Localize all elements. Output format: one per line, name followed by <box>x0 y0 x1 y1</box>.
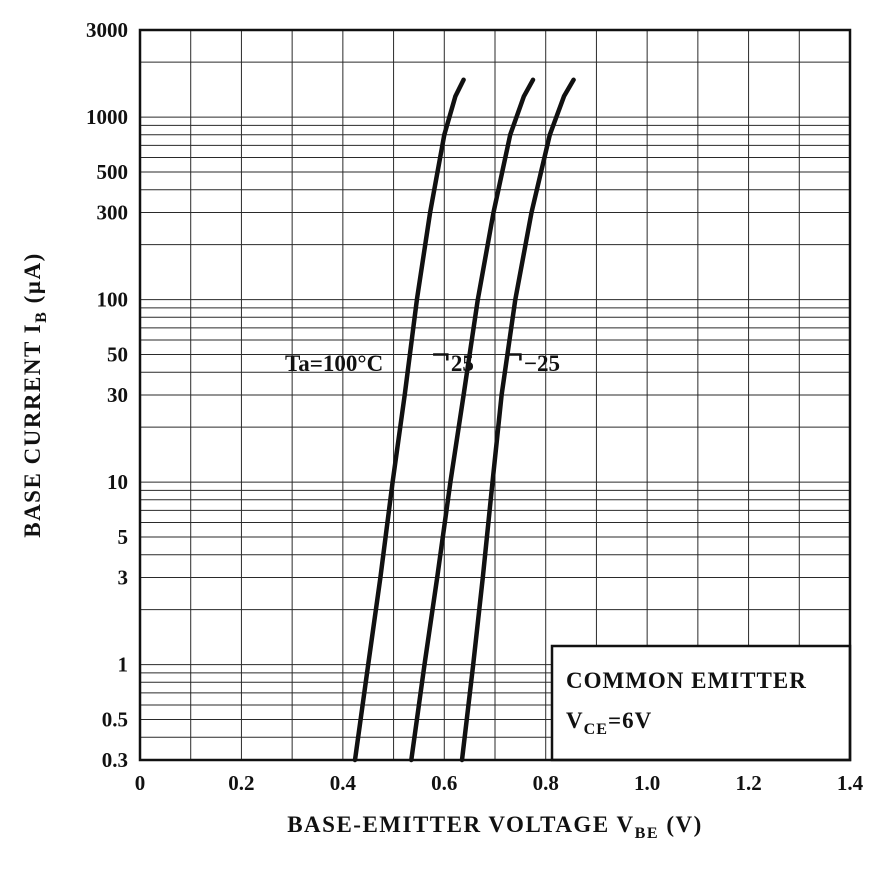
x-tick-label: 0 <box>135 771 146 795</box>
y-tick-label: 500 <box>97 160 129 184</box>
y-tick-label: 50 <box>107 343 128 367</box>
x-tick-label: 1.4 <box>837 771 864 795</box>
curves <box>352 77 576 763</box>
note-line-vce: VCE=6V <box>566 708 652 738</box>
y-tick-labels: 3000 1000 500 300 100 50 30 10 5 3 1 0.5 0.3 <box>86 18 128 772</box>
curve-annotation-label: −25 <box>524 351 560 376</box>
curve-ta-25c <box>409 77 536 763</box>
y-tick-label: 3000 <box>86 18 128 42</box>
y-tick-label: 1000 <box>86 105 128 129</box>
x-tick-labels: 0 0.2 0.4 0.6 0.8 1.0 1.2 1.4 <box>135 771 864 795</box>
x-tick-label: 0.8 <box>533 771 559 795</box>
annotation-leader-line <box>506 353 522 361</box>
y-tick-label: 0.5 <box>102 708 128 732</box>
x-tick-label: 1.2 <box>735 771 761 795</box>
y-tick-label: 0.3 <box>102 748 128 772</box>
curve-annotation-label: 25 <box>451 351 474 376</box>
curve-ta-100c <box>352 77 466 763</box>
x-tick-label: 0.2 <box>228 771 254 795</box>
y-tick-label: 300 <box>97 201 129 225</box>
x-tick-label: 0.4 <box>330 771 357 795</box>
y-tick-label: 30 <box>107 383 128 407</box>
curve-annotation-label: Ta=100°C <box>285 351 383 376</box>
plot-border <box>138 28 852 762</box>
y-tick-label: 3 <box>118 566 129 590</box>
curve-ta--25c <box>459 77 576 763</box>
x-tick-label: 1.0 <box>634 771 660 795</box>
y-tick-label: 10 <box>107 470 128 494</box>
x-tick-label: 0.6 <box>431 771 457 795</box>
note-box: COMMON EMITTER VCE=6V <box>550 644 852 762</box>
x-axis-title: BASE-EMITTER VOLTAGE VBE (V) <box>287 812 703 842</box>
y-axis-title: BASE CURRENT IB (µA) <box>20 252 50 538</box>
note-line-common-emitter: COMMON EMITTER <box>566 668 807 693</box>
y-tick-label: 1 <box>118 653 129 677</box>
note-box-frame <box>550 644 852 762</box>
annotation-leader-line <box>433 353 449 361</box>
y-tick-label: 5 <box>118 525 129 549</box>
curve-annotations: Ta=100°C 25 −25 <box>285 351 560 376</box>
y-tick-label: 100 <box>97 288 129 312</box>
